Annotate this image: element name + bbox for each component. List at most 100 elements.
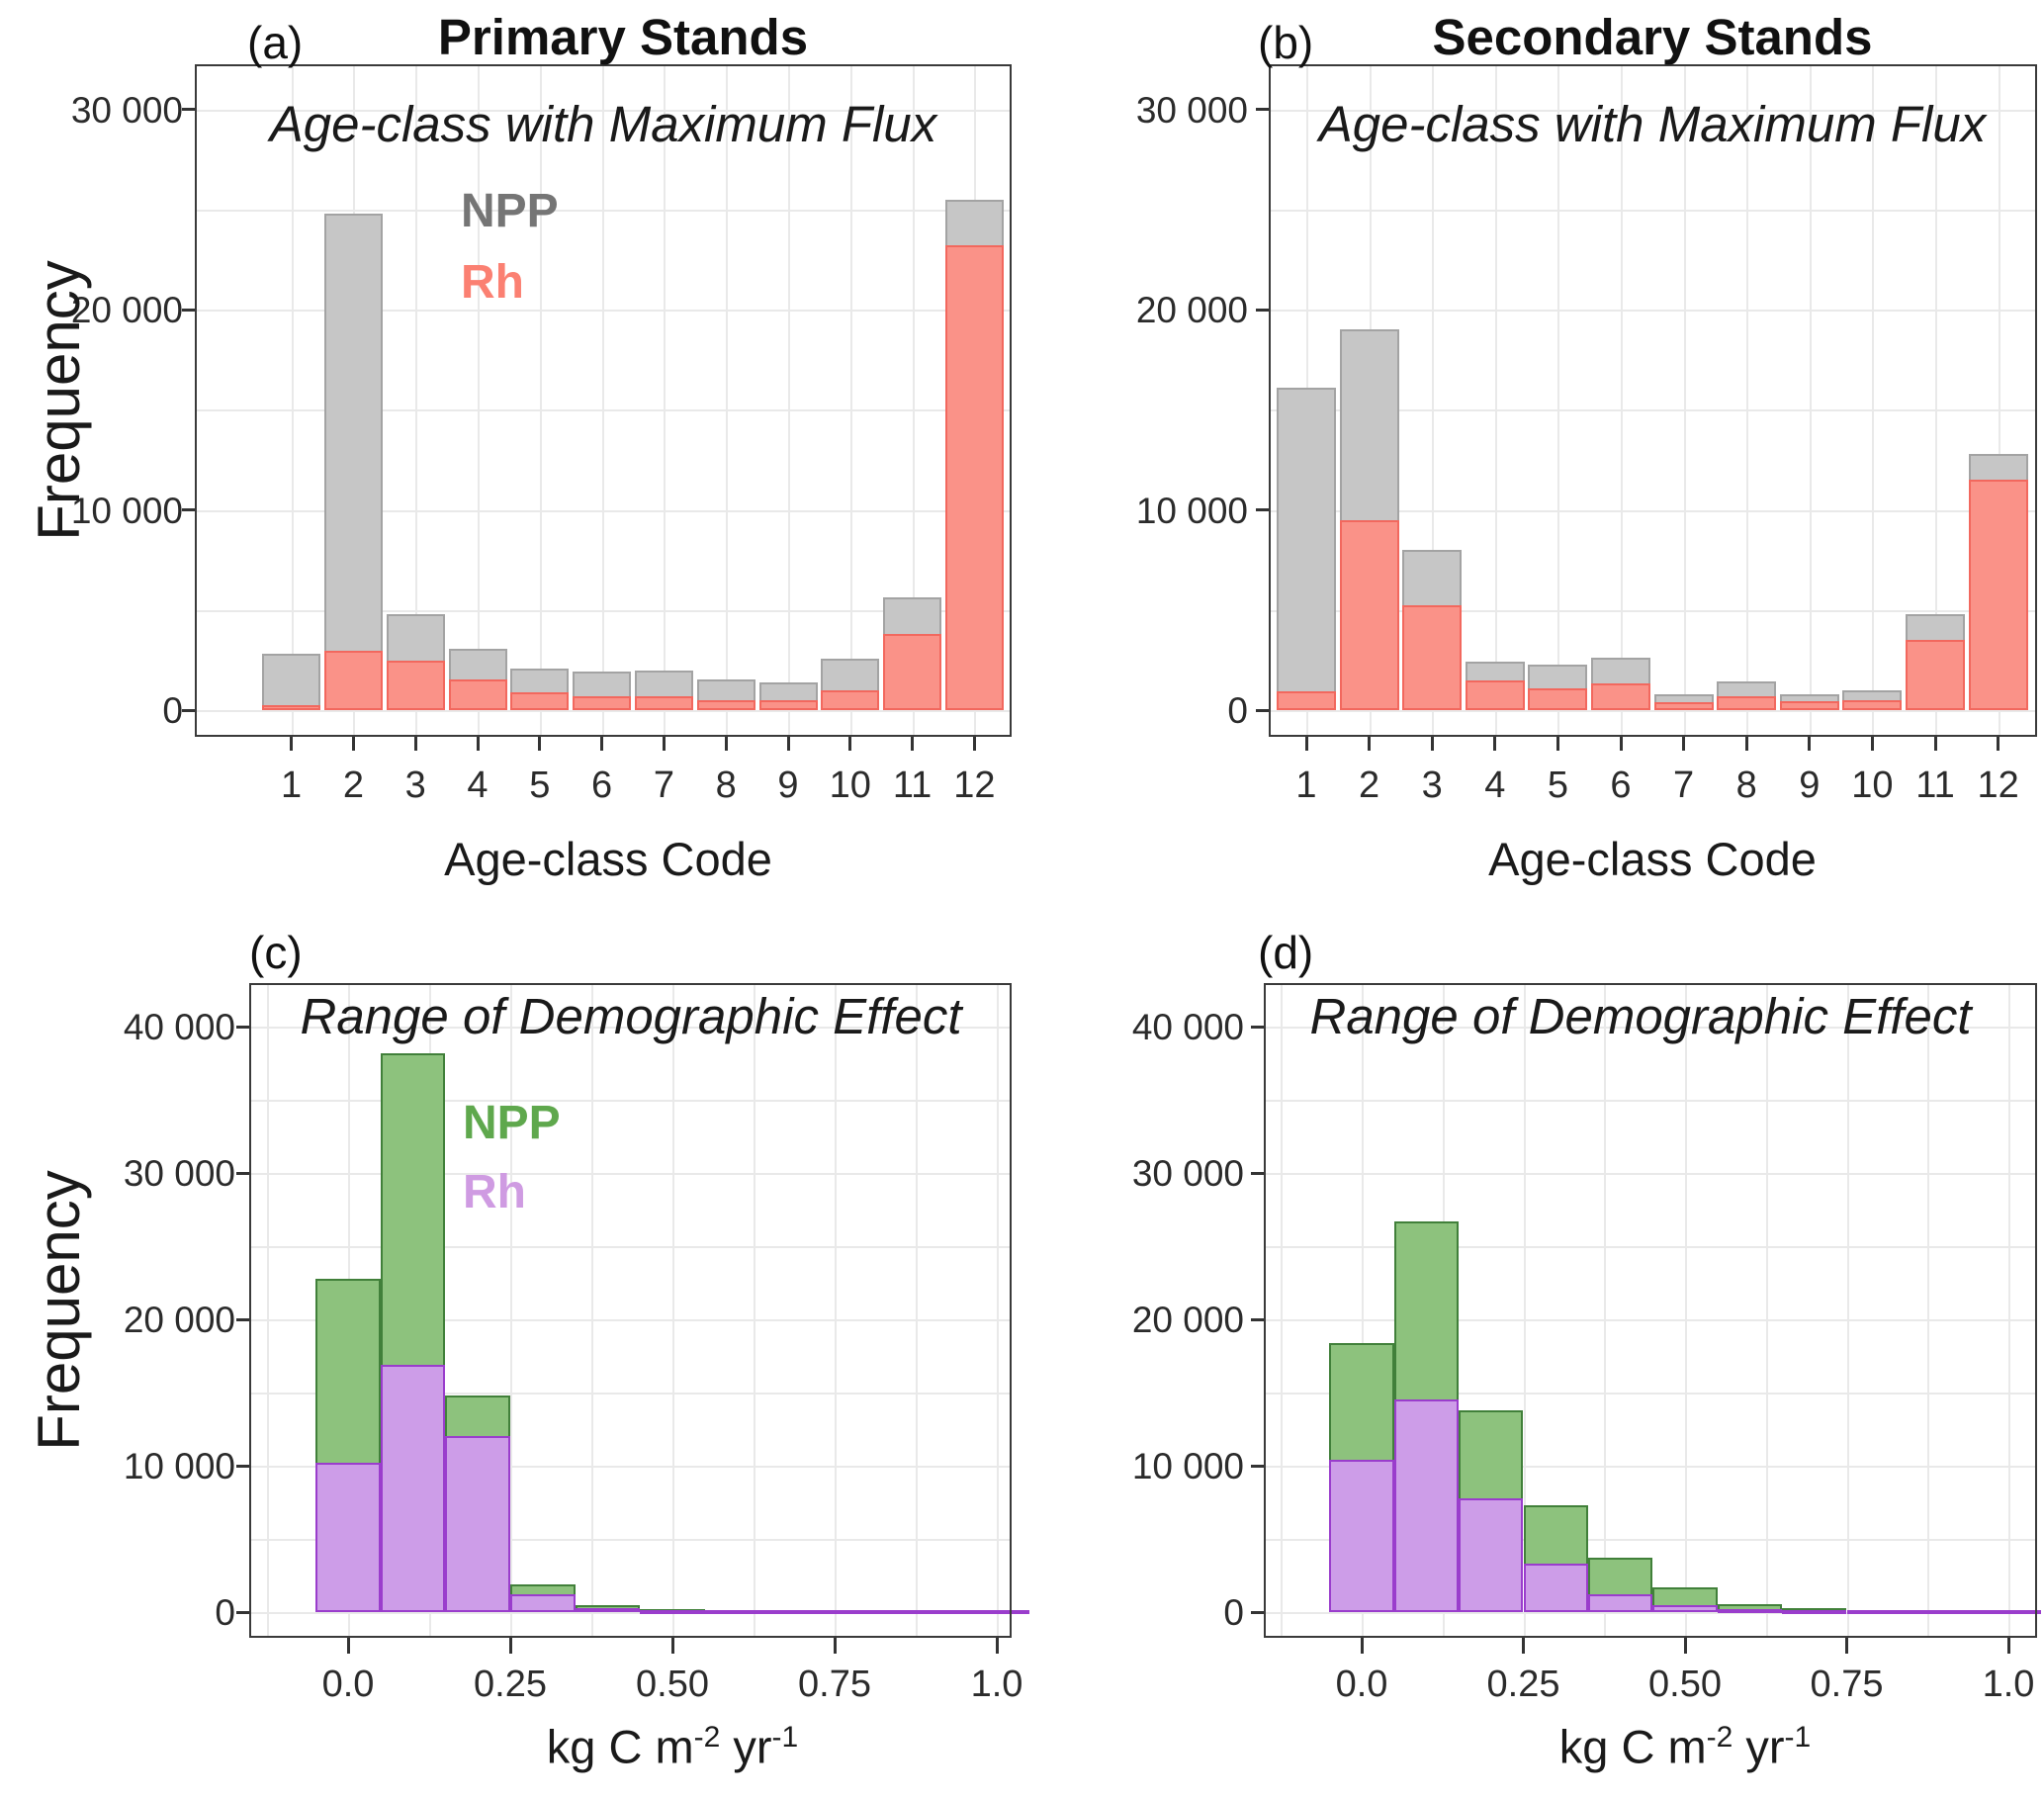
x-tick-mark (1997, 737, 2000, 751)
x-axis-title-d-sup1: -2 (1706, 1721, 1733, 1754)
x-tick-mark (508, 1638, 512, 1654)
gridline-vertical (1494, 66, 1497, 735)
x-tick-mark (1619, 737, 1623, 751)
x-tick-label: 9 (1799, 765, 1821, 806)
gridline-horizontal (1271, 609, 2035, 612)
gridline-vertical (1604, 985, 1607, 1636)
gridline-vertical (1523, 985, 1526, 1636)
gridline-horizontal (251, 1027, 1010, 1029)
bar-rh-b (1717, 695, 1777, 710)
gridline-vertical (1765, 985, 1768, 1636)
panel-letter-a: (a) (247, 17, 304, 68)
bar-rh-c (575, 1608, 641, 1613)
y-tick-label: 30 000 (1131, 1153, 1244, 1194)
bar-rh-c (835, 1609, 900, 1614)
x-tick-label: 12 (1977, 765, 2019, 806)
x-axis-title-d-sup2: -1 (1784, 1721, 1812, 1754)
legend-rh-salmon: Rh (461, 256, 524, 309)
bar-rh-b (1465, 679, 1525, 710)
x-tick-label: 11 (892, 765, 933, 806)
x-tick-label: 3 (404, 765, 426, 806)
bar-rh-a (262, 704, 321, 710)
gridline-vertical (267, 985, 269, 1636)
x-axis-title-c: kg C m-2 yr-1 (326, 1723, 1019, 1770)
bar-rh-a (573, 695, 632, 710)
gridline-vertical (1685, 985, 1687, 1636)
y-tick-mark (1251, 1025, 1264, 1029)
gridline-horizontal (1266, 1100, 2035, 1102)
gridline-horizontal (1266, 1173, 2035, 1175)
bar-rh-d (1782, 1609, 1847, 1614)
gridline-horizontal (1271, 409, 2035, 412)
x-tick-label: 6 (591, 765, 613, 806)
x-tick-mark (1870, 737, 1874, 751)
x-tick-mark (833, 1638, 837, 1654)
bar-rh-d (1329, 1460, 1394, 1612)
x-tick-mark (724, 737, 728, 751)
x-tick-mark (290, 737, 294, 751)
bar-rh-a (448, 678, 507, 710)
gridline-vertical (754, 985, 755, 1636)
x-tick-label: 0.25 (474, 1664, 547, 1705)
x-tick-mark (670, 1638, 674, 1654)
y-tick-label: 10 000 (70, 490, 183, 531)
x-tick-mark (1430, 737, 1434, 751)
x-tick-mark (662, 737, 666, 751)
gridline-vertical (1432, 66, 1435, 735)
y-tick-mark (236, 1464, 249, 1468)
y-tick-mark (1251, 1171, 1264, 1175)
bar-rh-a (510, 691, 570, 710)
x-tick-label: 3 (1421, 765, 1443, 806)
y-tick-mark (1251, 1317, 1264, 1321)
subtitle-panel-b: Age-class with Maximum Flux (1318, 96, 1987, 152)
x-tick-label: 4 (1484, 765, 1506, 806)
gridline-horizontal (1266, 1027, 2035, 1029)
bar-rh-d (1717, 1608, 1783, 1613)
x-tick-mark (1683, 1638, 1687, 1654)
gridline-vertical (1362, 985, 1364, 1636)
bar-rh-c (380, 1364, 446, 1612)
x-tick-mark (848, 737, 852, 751)
gridline-horizontal (251, 1539, 1010, 1541)
bar-rh-b (1591, 682, 1650, 710)
y-tick-mark (236, 1025, 249, 1029)
gridline-vertical (664, 66, 667, 735)
gridline-horizontal (1266, 1539, 2035, 1541)
y-tick-mark (182, 708, 195, 712)
x-tick-label: 0.75 (1810, 1664, 1884, 1705)
x-tick-mark (1555, 737, 1559, 751)
x-tick-label: 1 (281, 765, 303, 806)
bar-rh-b (1906, 640, 1965, 710)
x-tick-mark (1368, 737, 1372, 751)
bar-rh-d (1976, 1609, 2041, 1614)
bar-rh-b (1779, 700, 1839, 710)
panel-letter-c: (c) (249, 927, 303, 978)
x-tick-mark (972, 737, 976, 751)
legend-npp-green: NPP (463, 1097, 561, 1149)
y-tick-label: 0 (1223, 1592, 1244, 1633)
x-tick-mark (1808, 737, 1812, 751)
y-tick-label: 0 (1227, 690, 1248, 731)
x-tick-mark (786, 737, 790, 751)
x-tick-label: 0.0 (1335, 1664, 1388, 1705)
gridline-vertical (1927, 985, 1930, 1636)
x-axis-title-a: Age-class Code (444, 833, 772, 885)
x-tick-label: 2 (1359, 765, 1380, 806)
x-axis-title-b: Age-class Code (1488, 833, 1817, 885)
gridline-vertical (1683, 66, 1686, 735)
bar-rh-c (510, 1594, 576, 1612)
x-tick-label: 8 (715, 765, 737, 806)
y-tick-mark (236, 1171, 249, 1175)
bar-rh-d (1523, 1564, 1588, 1612)
y-tick-label: 30 000 (70, 89, 183, 131)
x-tick-label: 5 (529, 765, 551, 806)
bar-rh-a (944, 245, 1004, 710)
bar-rh-a (323, 651, 383, 710)
gridline-vertical (591, 985, 593, 1636)
x-tick-mark (1933, 737, 1937, 751)
gridline-vertical (997, 985, 999, 1636)
x-tick-label: 7 (653, 765, 674, 806)
x-tick-mark (351, 737, 355, 751)
gridline-vertical (1872, 66, 1875, 735)
x-axis-title-c-base: kg C m (546, 1720, 694, 1773)
